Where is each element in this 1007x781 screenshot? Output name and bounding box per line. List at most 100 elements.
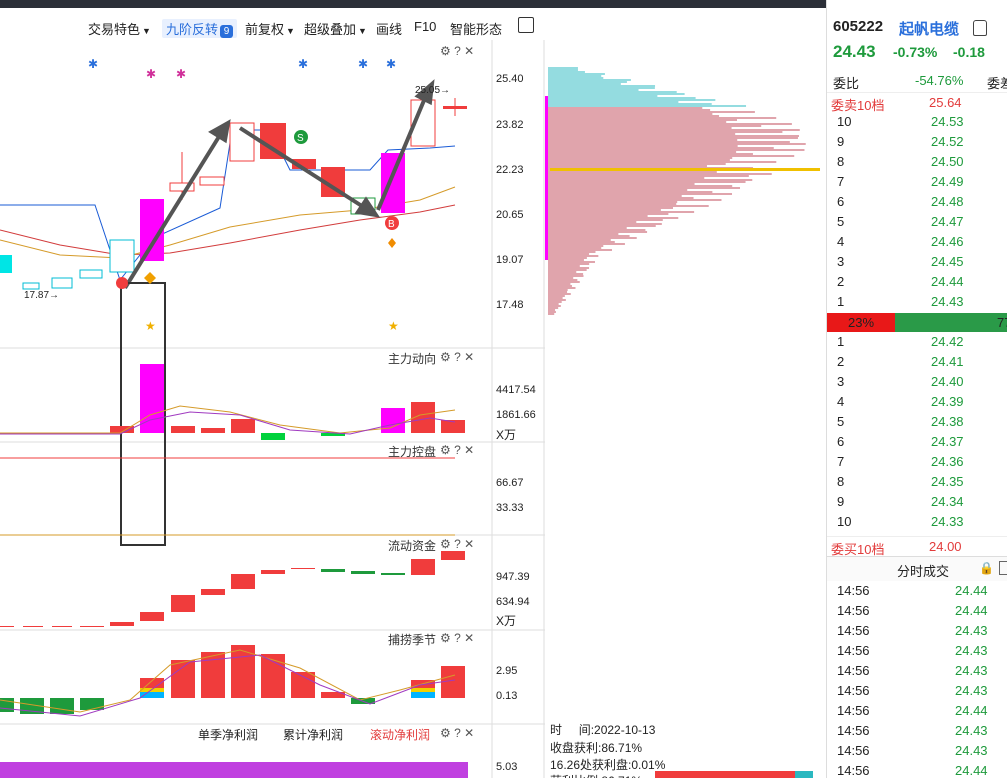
quote-panel: 605222 起帆电缆 24.43 -0.73% -0.18 委比 -54.76… <box>826 0 1007 778</box>
panel-title-liudong-zijin: 流动资金 <box>388 539 437 553</box>
order-level-row: 7 24.49 <box>827 172 1007 192</box>
f10-button[interactable]: F10 <box>414 19 437 34</box>
order-level: 7 <box>837 454 845 469</box>
trade-time: 14:56 <box>837 763 870 778</box>
tab-quarterly-profit[interactable]: 单季净利润 <box>198 728 259 742</box>
kline-chart: ✱ ✱ ✱ ✱ ✱ ✱ S B ★ ★ 25.05→ 17.87→ <box>0 40 545 778</box>
order-price: 24.37 <box>931 434 964 449</box>
adjust-menu[interactable]: 前复权 ▼ <box>245 22 295 37</box>
order-level-row: 2 24.41 <box>827 352 1007 372</box>
order-level-row: 10 24.33 <box>827 512 1007 532</box>
trade-price: 24.44 <box>955 603 988 618</box>
svg-text:✱: ✱ <box>358 57 368 71</box>
y-tick: 1861.66 <box>496 409 536 421</box>
trade-time: 14:56 <box>837 683 870 698</box>
order-level: 9 <box>837 494 845 509</box>
order-price: 24.50 <box>931 154 964 169</box>
trade-price: 24.44 <box>955 763 988 778</box>
unit-label: X万 <box>496 428 517 442</box>
order-level-row: 4 24.46 <box>827 232 1007 252</box>
weibi-value: -54.76% <box>915 73 964 88</box>
trade-row: 14:56 24.43 <box>827 661 1007 681</box>
weicha-label: 委差 <box>987 76 1007 91</box>
order-price: 24.34 <box>931 494 964 509</box>
trade-price: 24.43 <box>955 683 988 698</box>
alert-bell-icon[interactable] <box>973 20 987 36</box>
lock-icon[interactable]: 🔒 <box>979 561 994 575</box>
trade-time: 14:56 <box>837 583 870 598</box>
tab-rolling-profit[interactable]: 滚动净利润 <box>370 728 431 742</box>
order-level: 5 <box>837 414 845 429</box>
order-level-row: 3 24.45 <box>827 252 1007 272</box>
nine-step-reversal-button[interactable]: 九阶反转 9 <box>162 19 238 38</box>
y-tick: 22.23 <box>496 164 524 176</box>
order-price: 24.40 <box>931 374 964 389</box>
y-tick: 0.13 <box>496 690 518 702</box>
trade-price: 24.43 <box>955 723 988 738</box>
trade-row: 14:56 24.44 <box>827 761 1007 781</box>
order-price: 24.36 <box>931 454 964 469</box>
order-price: 24.39 <box>931 394 964 409</box>
y-tick: 23.82 <box>496 119 524 131</box>
svg-text:✱: ✱ <box>386 57 396 71</box>
order-price: 24.45 <box>931 254 964 269</box>
chip-profit-at: 16.26处获利盘:0.01% <box>550 758 666 772</box>
order-price: 24.47 <box>931 214 964 229</box>
order-price: 24.33 <box>931 514 964 529</box>
change-value: -0.18 <box>953 44 985 60</box>
panel-controls[interactable]: ⚙ ? ✕ <box>440 537 475 551</box>
trade-price: 24.43 <box>955 743 988 758</box>
order-level-row: 10 24.53 <box>827 112 1007 132</box>
y-tick: 947.39 <box>496 571 530 583</box>
low-price-label: 17.87→ <box>24 290 59 301</box>
expand-icon[interactable] <box>999 561 1007 575</box>
trade-time: 14:56 <box>837 603 870 618</box>
buy-marker: B <box>388 219 395 230</box>
trade-price: 24.43 <box>955 663 988 678</box>
order-price: 24.41 <box>931 354 964 369</box>
tab-cumulative-profit[interactable]: 累计净利润 <box>283 728 344 742</box>
panel-title-zhuli-dongxiang: 主力动向 <box>388 352 437 366</box>
order-level-row: 5 24.38 <box>827 412 1007 432</box>
panel-controls[interactable]: ⚙ ? ✕ <box>440 443 475 457</box>
panel-controls[interactable]: ⚙ ? ✕ <box>440 350 475 364</box>
draw-line-button[interactable]: 画线 <box>376 22 403 37</box>
overlay-menu[interactable]: 超级叠加 ▼ <box>304 22 367 37</box>
panel-title-zhuli-kongpan: 主力控盘 <box>388 445 437 459</box>
svg-text:✱: ✱ <box>298 57 308 71</box>
buy-header: 委买10档 24.00 <box>827 536 1007 557</box>
order-level: 5 <box>837 214 845 229</box>
smart-pattern-button[interactable]: 智能形态 <box>450 22 503 37</box>
trade-row: 14:56 24.43 <box>827 741 1007 761</box>
trade-price: 24.43 <box>955 643 988 658</box>
order-price: 24.43 <box>931 294 964 309</box>
trade-time: 14:56 <box>837 663 870 678</box>
order-level-row: 5 24.47 <box>827 212 1007 232</box>
order-level: 3 <box>837 374 845 389</box>
trade-price: 24.44 <box>955 703 988 718</box>
panel-controls[interactable]: ⚙ ? ✕ <box>440 631 475 645</box>
y-tick: 19.07 <box>496 254 524 266</box>
y-tick: 33.33 <box>496 502 524 514</box>
layout-toggle-icon[interactable] <box>518 17 534 33</box>
top-nav-strip <box>0 0 1007 8</box>
svg-text:★: ★ <box>388 319 399 333</box>
order-level-row: 6 24.48 <box>827 192 1007 212</box>
order-level-row: 8 24.35 <box>827 472 1007 492</box>
trade-time: 14:56 <box>837 703 870 718</box>
order-level: 10 <box>837 114 852 129</box>
y-tick: 2.95 <box>496 665 518 677</box>
y-tick: 4417.54 <box>496 384 536 396</box>
order-price: 24.38 <box>931 414 964 429</box>
weibi-label: 委比 <box>833 76 860 91</box>
main-panel-controls[interactable]: ⚙ ? ✕ <box>440 44 475 58</box>
y-tick: 5.03 <box>496 761 518 773</box>
trade-feature-menu[interactable]: 交易特色 ▼ <box>88 22 151 37</box>
trade-time: 14:56 <box>837 643 870 658</box>
panel-controls[interactable]: ⚙ ? ✕ <box>440 726 475 740</box>
chip-time: 时 间:2022-10-13 <box>550 723 656 737</box>
chip-bar-red <box>655 771 795 778</box>
order-level-row: 9 24.34 <box>827 492 1007 512</box>
stock-name[interactable]: 起帆电缆 <box>899 21 960 38</box>
trade-row: 14:56 24.44 <box>827 701 1007 721</box>
